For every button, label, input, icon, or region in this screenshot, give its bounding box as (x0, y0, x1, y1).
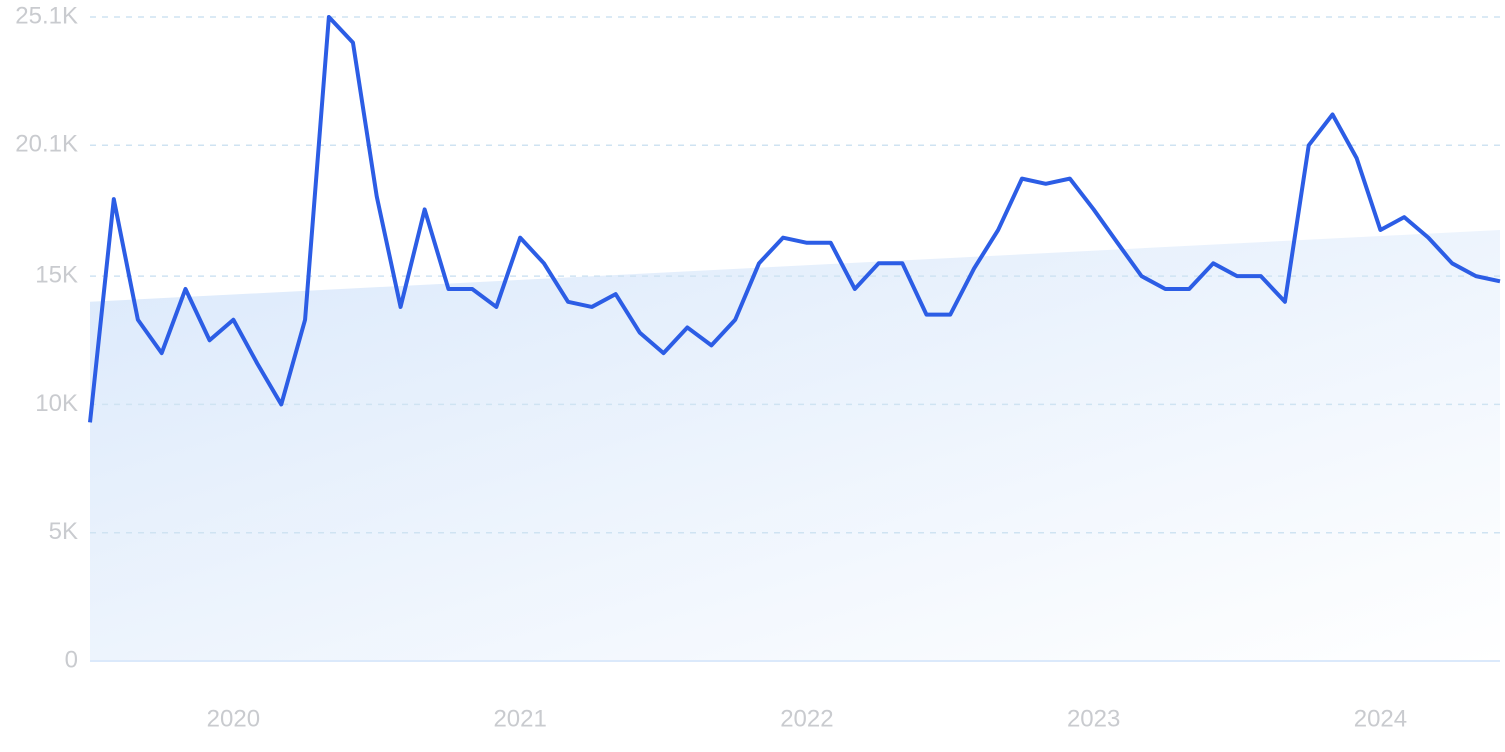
x-tick-label: 2020 (207, 705, 260, 732)
x-tick-label: 2024 (1354, 705, 1407, 732)
x-tick-label: 2021 (493, 705, 546, 732)
y-tick-label: 0 (65, 646, 78, 673)
y-tick-label: 5K (49, 518, 78, 545)
y-tick-label: 20.1K (15, 131, 78, 158)
trend-area (90, 229, 1500, 661)
line (88, 15, 1501, 423)
x-tick-label: 2022 (780, 705, 833, 732)
y-tick-label: 10K (35, 390, 78, 417)
y-tick-label: 15K (35, 261, 78, 288)
x-tick-label: 2023 (1067, 705, 1120, 732)
y-tick-label: 25.1K (15, 2, 78, 29)
